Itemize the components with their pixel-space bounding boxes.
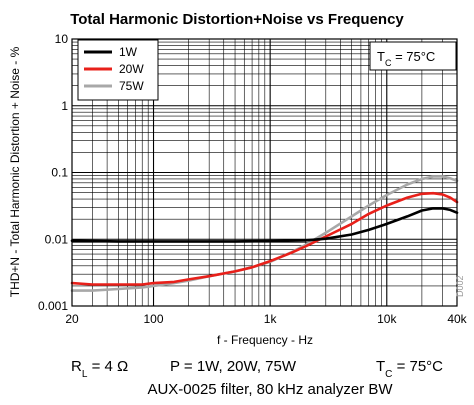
x-axis-label: f - Frequency - Hz (217, 333, 313, 347)
power-levels: P = 1W, 20W, 75W (170, 358, 297, 375)
annotation-box (369, 41, 457, 71)
y-tick-label: 0.001 (38, 299, 68, 313)
temperature-annotation: TC = 75°C (369, 41, 457, 71)
x-tick-label: 1k (264, 312, 278, 326)
filter-note: AUX-0025 filter, 80 kHz analyzer BW (147, 381, 393, 398)
x-tick-label: 100 (144, 312, 164, 326)
plot-frame (71, 38, 458, 307)
series-layer (70, 175, 459, 292)
tick-labels: 20 100 1k 10k 40k 0.001 0.01 0.1 1 10 (38, 32, 468, 326)
legend-label-75w: 75W (119, 79, 144, 93)
case-temperature: TC = 75°C (376, 358, 443, 380)
series-line-75w (70, 175, 459, 292)
y-tick-label: 0.1 (51, 166, 68, 180)
annotation-text: TC = 75°C (377, 49, 435, 68)
y-tick-label: 1 (61, 99, 68, 113)
x-tick-label: 40k (447, 312, 467, 326)
y-axis-label: THD+N - Total Harmonic Distortion + Nois… (8, 46, 22, 297)
y-tick-label: 0.01 (45, 232, 69, 246)
figure-code: D002 (455, 275, 465, 297)
x-tick-label: 20 (65, 312, 79, 326)
series-line-1w (70, 207, 459, 243)
series-line-20w (70, 191, 459, 286)
x-tick-label: 10k (377, 312, 397, 326)
legend-label-1w: 1W (119, 45, 138, 59)
load-resistance: RL = 4 Ω (71, 358, 128, 380)
legend-label-20w: 20W (119, 62, 144, 76)
chart-title: Total Harmonic Distortion+Noise vs Frequ… (70, 11, 404, 28)
legend: 1W 20W 75W (77, 39, 159, 101)
y-tick-label: 10 (55, 32, 69, 46)
